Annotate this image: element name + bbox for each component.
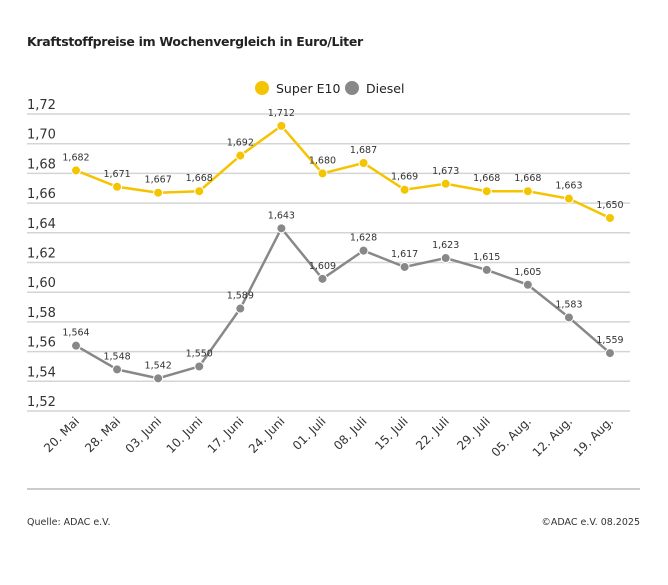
- data-point: [481, 186, 492, 197]
- data-point: [235, 303, 246, 314]
- x-tick-label: 10. Juni: [164, 414, 206, 456]
- data-label: 1,583: [555, 299, 582, 310]
- x-tick-label: 28. Mai: [82, 414, 123, 455]
- data-point: [276, 120, 287, 131]
- data-label: 1,668: [473, 173, 500, 184]
- data-point: [317, 168, 328, 179]
- data-point: [71, 165, 81, 176]
- data-point: [440, 178, 451, 189]
- data-point: [440, 253, 451, 264]
- data-point: [605, 212, 615, 223]
- data-label: 1,628: [350, 233, 377, 244]
- data-label: 1,663: [555, 181, 582, 192]
- y-tick-label: 1,68: [27, 157, 56, 172]
- data-label: 1,609: [309, 261, 336, 272]
- data-point: [563, 193, 574, 204]
- data-point: [358, 158, 369, 169]
- series-line: [75, 226, 611, 380]
- data-label: 1,668: [514, 173, 541, 184]
- y-tick-label: 1,56: [27, 336, 56, 351]
- data-point: [399, 184, 410, 195]
- data-point: [399, 261, 410, 272]
- legend-label: Super E10: [276, 81, 340, 96]
- x-tick-label: 05. Aug.: [489, 414, 534, 459]
- legend-label: Diesel: [366, 81, 404, 96]
- data-point: [276, 223, 287, 234]
- x-tick-label: 19. Aug.: [571, 414, 616, 459]
- x-tick-label: 15. Juli: [372, 414, 411, 453]
- x-tick-label: 17. Juni: [205, 414, 247, 456]
- data-label: 1,668: [186, 173, 213, 184]
- data-label: 1,643: [268, 210, 295, 221]
- y-tick-label: 1,58: [27, 306, 56, 321]
- data-label: 1,559: [596, 335, 623, 346]
- data-point: [605, 348, 615, 359]
- data-label: 1,692: [227, 138, 254, 149]
- data-label: 1,548: [103, 351, 130, 362]
- data-label: 1,667: [145, 175, 172, 186]
- data-label: 1,623: [432, 240, 459, 251]
- y-tick-label: 1,52: [27, 395, 56, 410]
- data-label: 1,682: [62, 152, 89, 163]
- data-point: [112, 364, 123, 375]
- x-tick-label: 20. Mai: [41, 414, 82, 455]
- legend-marker: [255, 81, 269, 95]
- x-tick-label: 24. Juni: [246, 414, 288, 456]
- x-tick-label: 12. Aug.: [530, 414, 575, 459]
- legend-marker: [345, 81, 359, 95]
- source-note: Quelle: ADAC e.V.: [27, 517, 111, 528]
- data-label: 1,712: [268, 108, 295, 119]
- x-tick-label: 08. Juli: [331, 414, 370, 453]
- y-tick-label: 1,64: [27, 217, 56, 232]
- data-point: [153, 187, 164, 198]
- data-label: 1,617: [391, 249, 418, 260]
- data-point: [71, 340, 81, 351]
- data-point: [522, 186, 533, 197]
- data-point: [194, 361, 205, 372]
- data-label: 1,615: [473, 252, 500, 263]
- data-label: 1,605: [514, 267, 541, 278]
- data-point: [194, 186, 205, 197]
- data-label: 1,589: [227, 291, 254, 302]
- y-tick-label: 1,60: [27, 276, 56, 291]
- x-tick-label: 29. Juli: [454, 414, 493, 453]
- data-point: [317, 273, 328, 284]
- copyright-note: ©ADAC e.V. 08.2025: [541, 517, 640, 528]
- data-point: [563, 312, 574, 323]
- data-point: [112, 181, 123, 192]
- data-label: 1,542: [145, 360, 172, 371]
- y-tick-label: 1,70: [27, 128, 56, 143]
- data-label: 1,669: [391, 172, 418, 183]
- y-tick-label: 1,66: [27, 187, 56, 202]
- x-tick-label: 22. Juli: [413, 414, 452, 453]
- data-label: 1,673: [432, 166, 459, 177]
- data-label: 1,680: [309, 155, 336, 166]
- data-label: 1,687: [350, 145, 377, 156]
- y-tick-label: 1,54: [27, 365, 56, 380]
- data-label: 1,550: [186, 348, 213, 359]
- y-tick-label: 1,72: [27, 98, 56, 113]
- y-tick-label: 1,62: [27, 247, 56, 262]
- data-point: [522, 279, 533, 290]
- data-point: [153, 373, 164, 384]
- data-label: 1,671: [103, 169, 130, 180]
- data-point: [481, 264, 492, 275]
- data-label: 1,564: [62, 328, 89, 339]
- x-tick-label: 03. Juni: [123, 414, 165, 456]
- chart-title: Kraftstoffpreise im Wochenvergleich in E…: [27, 34, 363, 49]
- divider: [27, 488, 640, 490]
- x-tick-label: 01. Juli: [290, 414, 329, 453]
- data-point: [235, 150, 246, 161]
- series-line: [75, 124, 611, 220]
- data-label: 1,650: [596, 200, 623, 211]
- data-point: [358, 245, 369, 256]
